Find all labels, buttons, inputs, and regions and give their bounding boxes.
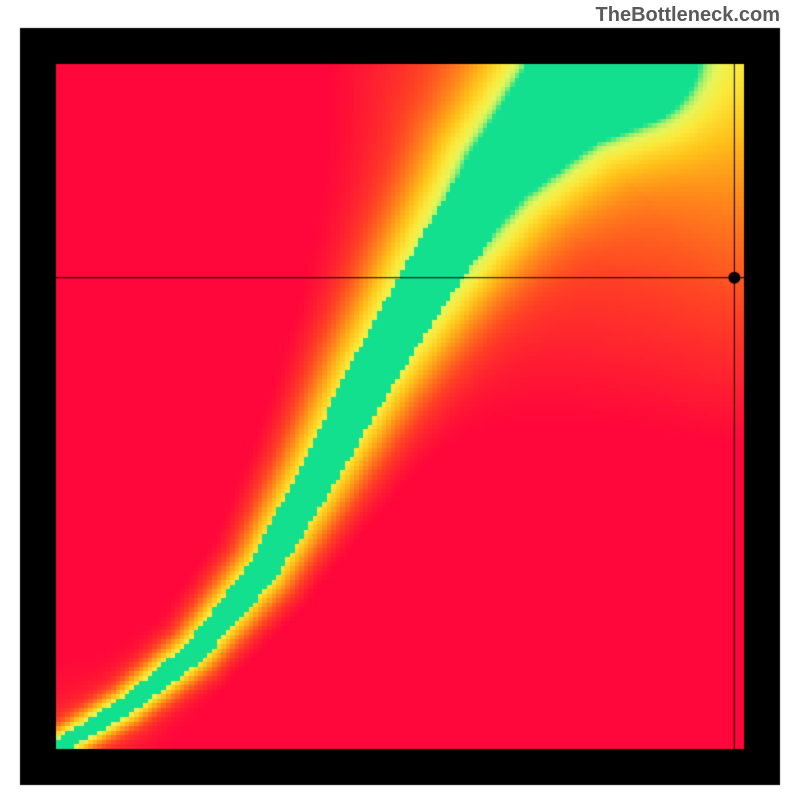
- bottleneck-heatmap: [0, 0, 800, 800]
- watermark-label: TheBottleneck.com: [596, 4, 780, 27]
